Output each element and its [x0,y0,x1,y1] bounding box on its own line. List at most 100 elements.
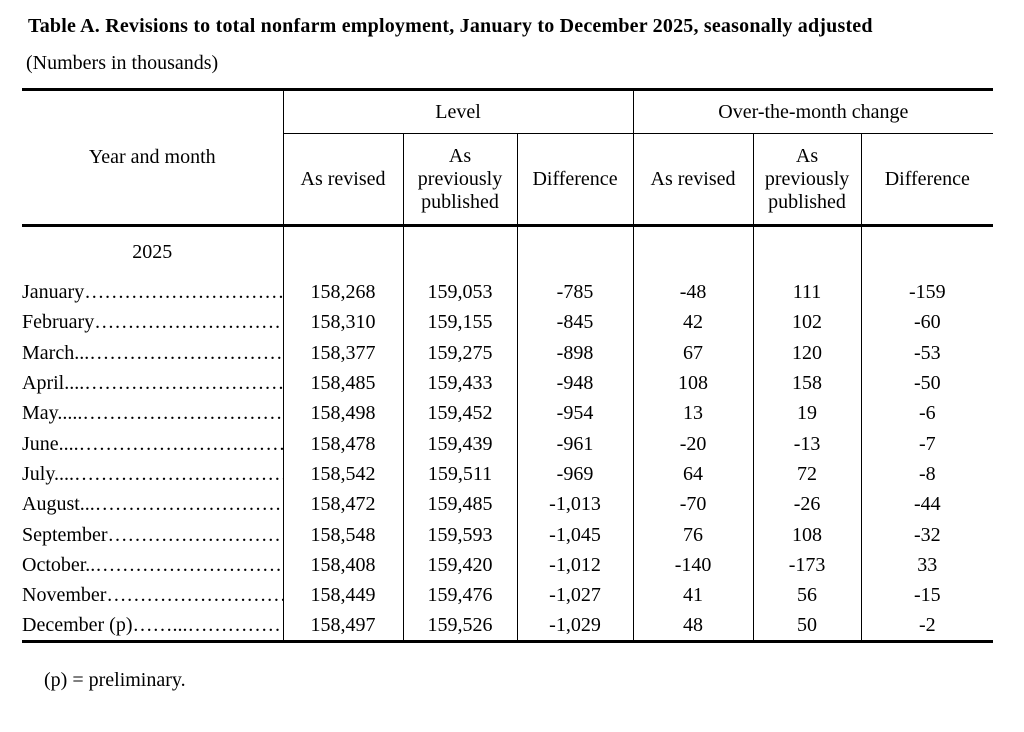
cell-otm-revised: -48 [632,277,754,308]
table-row: February………………………………… 158,310 159,155 -8… [22,307,994,339]
cell-otm-difference: -32 [860,519,994,551]
cell-otm-difference: -6 [860,398,994,429]
cell-level-revised: 158,377 [282,338,403,369]
cell-otm-revised: -140 [632,550,754,581]
table-row: July....………………………………… 158,542 159,511 -9… [22,459,994,490]
table-row: November……………………………… 158,449 159,476 -1,… [22,580,994,611]
cell-otm-difference: -7 [860,428,994,460]
otm-change-group-header: Over-the-month change [632,89,994,134]
month-label: November……………………………… [22,584,283,607]
table-title: Table A. Revisions to total nonfarm empl… [28,15,873,37]
cell-level-published: 159,053 [402,277,517,308]
year-label: 2025 [132,240,173,263]
cell-otm-revised: 108 [632,368,754,399]
cell-level-revised: 158,310 [282,307,403,339]
col-header-otm-difference: Difference [860,133,994,227]
cell-otm-revised: 42 [632,307,754,339]
month-label: January…………………………………… [22,281,283,304]
cell-otm-published: 108 [752,519,862,551]
cell-otm-difference: -44 [860,489,994,520]
cell-level-revised: 158,542 [282,459,403,490]
col-header-level-previously-published: As previously published [402,133,517,227]
cell-otm-revised: -20 [632,428,754,460]
cell-otm-difference: -53 [860,338,994,369]
cell-level-revised: 158,268 [282,277,403,308]
cell-level-difference: -1,013 [516,489,634,520]
cell-otm-published: 102 [752,307,862,339]
table-row: September……………………………… 158,548 159,593 -1… [22,519,994,551]
cell-otm-published: 19 [752,398,862,429]
cell-level-revised: 158,449 [282,580,403,611]
month-label: August...……………………………… [22,493,283,516]
year-and-month-header: Year and month [22,89,284,227]
col-header-otm-previously-published: As previously published [752,133,862,227]
cell-otm-published: -13 [752,428,862,460]
cell-level-published: 159,420 [402,550,517,581]
cell-otm-revised: 67 [632,338,754,369]
spacer-row [22,265,994,278]
cell-level-difference: -1,045 [516,519,634,551]
col-header-otm-as-revised: As revised [632,133,754,227]
cell-level-revised: 158,548 [282,519,403,551]
cell-level-published: 159,439 [402,428,517,460]
cell-level-published: 159,476 [402,580,517,611]
cell-level-difference: -785 [516,277,634,308]
cell-level-published: 159,433 [402,368,517,399]
table-row: March...………………………………… 158,377 159,275 -8… [22,338,994,369]
cell-level-revised: 158,485 [282,368,403,399]
cell-otm-revised: 48 [632,610,754,642]
cell-otm-revised: 76 [632,519,754,551]
col-header-level-as-revised: As revised [282,133,403,227]
cell-level-difference: -969 [516,459,634,490]
cell-otm-published: 56 [752,580,862,611]
units-note: (Numbers in thousands) [26,52,219,74]
col-header-level-difference: Difference [516,133,634,227]
cell-level-published: 159,485 [402,489,517,520]
table-row: August...……………………………… 158,472 159,485 -1… [22,489,994,520]
cell-level-difference: -1,029 [516,610,634,642]
cell-level-revised: 158,408 [282,550,403,581]
cell-level-revised: 158,478 [282,428,403,460]
month-label: December (p)……...…………………… [22,613,283,636]
group-header-row: Year and month Level Over-the-month chan… [22,89,994,227]
preliminary-footnote: (p) = preliminary. [44,669,186,691]
cell-otm-published: 158 [752,368,862,399]
cell-otm-difference: 33 [860,550,994,581]
month-label: April....………………………………… [22,372,283,395]
cell-otm-difference: -15 [860,580,994,611]
month-label: June....………………………………… [22,432,283,455]
cell-otm-difference: -50 [860,368,994,399]
table-row: December (p)……...…………………… 158,497 159,52… [22,610,994,642]
cell-otm-difference: -8 [860,459,994,490]
cell-otm-published: -26 [752,489,862,520]
table-row: January…………………………………… 158,268 159,053 -7… [22,277,994,308]
cell-level-published: 159,155 [402,307,517,339]
month-label: March...………………………………… [22,341,283,364]
cell-otm-difference: -159 [860,277,994,308]
month-label: October..……………………………… [22,553,283,576]
cell-otm-published: 50 [752,610,862,642]
cell-level-revised: 158,498 [282,398,403,429]
level-group-header: Level [282,89,634,134]
cell-otm-revised: 64 [632,459,754,490]
cell-level-difference: -954 [516,398,634,429]
cell-otm-published: 111 [752,277,862,308]
cell-level-difference: -1,027 [516,580,634,611]
table-row: May.....………………………………… 158,498 159,452 -9… [22,398,994,429]
cell-level-difference: -845 [516,307,634,339]
cell-otm-published: 72 [752,459,862,490]
month-label: February………………………………… [22,311,283,334]
month-label: July....………………………………… [22,462,283,485]
cell-level-published: 159,526 [402,610,517,642]
month-label: May.....………………………………… [22,402,283,425]
cell-otm-published: -173 [752,550,862,581]
cell-level-published: 159,275 [402,338,517,369]
cell-level-difference: -961 [516,428,634,460]
cell-otm-difference: -60 [860,307,994,339]
month-label: September……………………………… [22,523,283,546]
cell-otm-revised: 41 [632,580,754,611]
cell-level-published: 159,593 [402,519,517,551]
cell-otm-difference: -2 [860,610,994,642]
cell-otm-revised: 13 [632,398,754,429]
table-row: April....………………………………… 158,485 159,433 -… [22,368,994,399]
